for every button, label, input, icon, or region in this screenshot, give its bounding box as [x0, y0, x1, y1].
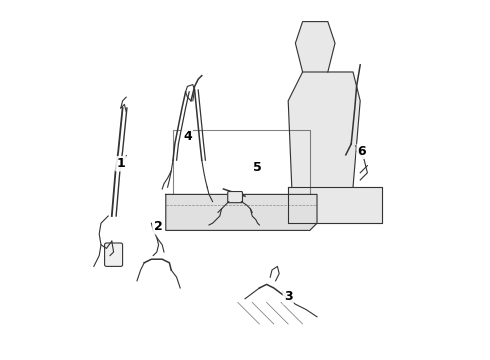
Polygon shape	[288, 187, 382, 223]
Polygon shape	[166, 194, 317, 230]
Polygon shape	[295, 22, 335, 72]
FancyBboxPatch shape	[104, 243, 122, 266]
Polygon shape	[288, 72, 360, 187]
Text: 1: 1	[117, 157, 125, 170]
Text: 4: 4	[183, 130, 192, 143]
Text: 6: 6	[358, 145, 367, 158]
Text: 2: 2	[153, 220, 162, 233]
Text: 3: 3	[284, 291, 293, 303]
Text: 5: 5	[253, 161, 262, 174]
FancyBboxPatch shape	[228, 192, 243, 203]
